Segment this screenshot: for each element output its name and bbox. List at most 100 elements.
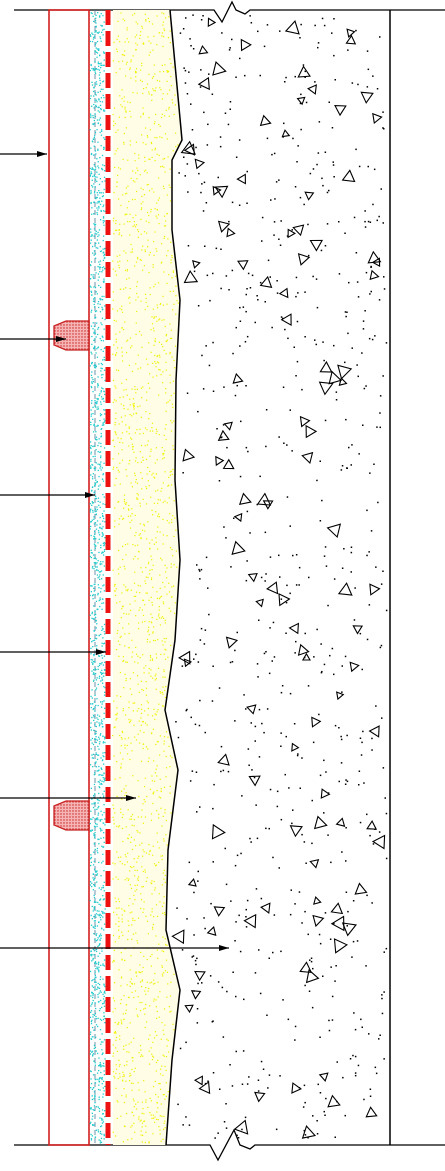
render-speck <box>147 631 149 633</box>
render-speck <box>149 850 151 852</box>
render-speck <box>172 468 174 471</box>
aggregate-dot <box>246 899 249 902</box>
insulation-speck <box>101 363 104 366</box>
render-speck <box>163 902 165 904</box>
render-speck <box>144 1026 146 1028</box>
aggregate-dot <box>225 537 227 539</box>
aggregate-dot <box>361 1026 363 1028</box>
insulation-speck <box>95 672 97 675</box>
aggregate-dot <box>201 354 203 357</box>
render-speck <box>144 604 146 606</box>
insulation-speck <box>100 445 102 448</box>
insulation-speck <box>101 1049 103 1051</box>
render-speck <box>158 319 160 321</box>
render-speck <box>121 60 124 62</box>
insulation-speck <box>96 52 99 54</box>
render-speck <box>143 170 146 172</box>
insulation-speck <box>96 1106 98 1108</box>
render-speck <box>113 120 115 122</box>
insulation-speck <box>96 562 98 564</box>
aggregate-dot <box>333 176 335 178</box>
insulation-speck <box>102 474 104 476</box>
render-speck <box>171 756 173 759</box>
aggregate-dot <box>294 1025 297 1028</box>
aggregate-dot <box>245 908 247 911</box>
aggregate-dot <box>295 554 298 556</box>
aggregate-triangle <box>371 834 386 850</box>
insulation-speck <box>103 983 105 985</box>
render-speck <box>167 250 169 252</box>
render-speck <box>142 386 144 388</box>
aggregate-dot <box>368 1033 370 1035</box>
insulation-speck <box>99 192 101 194</box>
insulation-speck <box>102 350 104 352</box>
aggregate-dot <box>301 757 303 759</box>
insulation-speck <box>92 1016 94 1018</box>
render-speck <box>145 746 148 748</box>
insulation-speck <box>101 673 103 675</box>
insulation-speck <box>95 934 97 937</box>
aggregate-dot <box>185 1116 187 1118</box>
aggregate-dot <box>316 163 318 166</box>
aggregate-dot <box>270 199 272 201</box>
render-speck <box>127 339 129 341</box>
insulation-speck <box>95 1007 97 1010</box>
render-speck <box>121 449 123 451</box>
insulation-speck <box>93 223 95 225</box>
insulation-speck <box>99 827 101 829</box>
render-speck <box>125 469 127 471</box>
aggregate-dot <box>261 216 264 219</box>
aggregate-dot <box>196 564 198 566</box>
render-speck <box>112 1055 114 1057</box>
aggregate-dot <box>328 1019 330 1022</box>
insulation-speck <box>98 1070 100 1072</box>
render-speck <box>125 213 127 215</box>
aggregate-dot <box>182 28 185 30</box>
render-speck <box>135 76 137 78</box>
aggregate-dot <box>199 86 202 88</box>
render-speck <box>164 874 166 876</box>
render-speck <box>165 353 167 355</box>
render-speck <box>153 708 155 710</box>
render-speck <box>125 379 127 381</box>
insulation-speck <box>89 175 91 177</box>
insulation-speck <box>97 594 99 596</box>
render-speck <box>146 958 148 961</box>
insulation-speck <box>96 402 98 405</box>
insulation-speck <box>101 1033 103 1035</box>
aggregate-dot <box>316 479 318 482</box>
aggregate-triangle <box>354 882 368 895</box>
render-speck <box>146 391 148 393</box>
render-speck <box>146 429 148 431</box>
aggregate-dot <box>351 82 354 84</box>
insulation-speck <box>90 116 92 119</box>
insulation-speck <box>92 714 95 716</box>
render-speck <box>162 644 164 646</box>
insulation-speck <box>103 795 105 797</box>
aggregate-dot <box>278 554 280 557</box>
render-speck <box>137 816 139 818</box>
insulation-speck <box>98 266 101 268</box>
render-speck <box>134 1067 136 1069</box>
aggregate-dot <box>208 364 211 367</box>
insulation-speck <box>99 563 101 565</box>
aggregate-dot <box>223 386 225 388</box>
aggregate-dot <box>363 782 365 784</box>
insulation-speck <box>96 196 98 199</box>
aggregate-dot <box>340 762 343 764</box>
render-speck <box>155 215 157 217</box>
aggregate-triangle <box>190 990 202 1000</box>
insulation-speck <box>101 552 103 554</box>
render-speck <box>164 641 166 643</box>
insulation-speck <box>92 252 94 254</box>
render-speck <box>170 563 172 565</box>
render-speck <box>170 596 173 598</box>
render-speck <box>173 420 175 422</box>
render-speck <box>128 41 130 43</box>
render-speck <box>151 509 153 511</box>
insulation-speck <box>94 69 96 72</box>
aggregate-dot <box>344 655 347 658</box>
render-speck <box>131 1057 133 1059</box>
insulation-speck <box>102 1113 104 1115</box>
render-speck <box>128 623 130 625</box>
